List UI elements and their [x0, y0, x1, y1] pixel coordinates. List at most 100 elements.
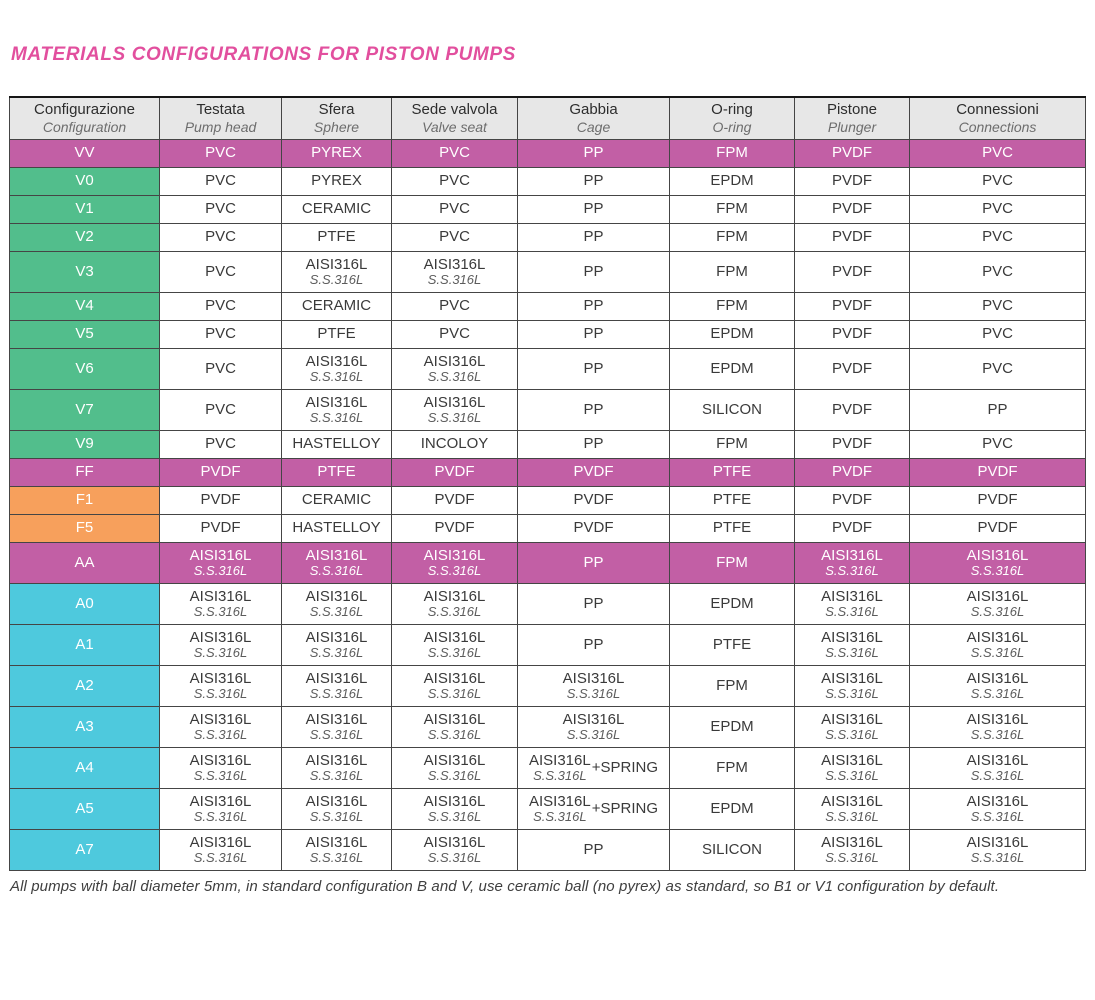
material-cell: PVDF [794, 250, 910, 293]
table-row-v1: V1 PVC CERAMIC PVC PP FPM PVDF PVC [9, 194, 1086, 224]
material-cell: PP [517, 582, 670, 625]
table-header: Configurazione Configuration Testata Pump h… [9, 96, 1086, 140]
material-cell: AISI316L S.S.316L [159, 787, 282, 830]
table-row-ff: FF PVDF PTFE PVDF PVDF PTFE PVDF PVDF [9, 457, 1086, 487]
stainless-steel-label: AISI316L S.S.316L [189, 546, 252, 579]
material-cell: FPM [669, 222, 795, 252]
table-row-a5: A5 AISI316L S.S.316L AISI316L S.S.316L AISI31… [9, 787, 1086, 830]
stainless-steel-label: AISI316L S.S.316L [305, 669, 368, 702]
material-cell: AISI316L S.S.316L [159, 664, 282, 707]
stainless-steel-label: AISI316L S.S.316L [423, 710, 486, 743]
stainless-steel-label: AISI316L S.S.316L +SPRING [529, 792, 658, 825]
material-cell: FPM [669, 664, 795, 707]
material-cell: PP [517, 138, 670, 168]
stainless-steel-label: AISI316L S.S.316L [966, 546, 1029, 579]
config-code-cell-ff: FF [9, 457, 160, 487]
stainless-steel-label: AISI316L S.S.316L [189, 710, 252, 743]
column-header-cage: Gabbia Cage [517, 96, 670, 140]
material-cell: PTFE [669, 485, 795, 515]
config-code-cell-v9: V9 [9, 429, 160, 459]
column-label-it: O-ring [711, 101, 753, 118]
material-cell: PVC [159, 388, 282, 431]
material-cell: PTFE [669, 513, 795, 543]
stainless-steel-label: AISI316L S.S.316L [305, 352, 368, 385]
config-code-cell-a3: A3 [9, 705, 160, 748]
column-label-en: Cage [576, 119, 611, 135]
material-cell: FPM [669, 429, 795, 459]
config-code-cell-vv: VV [9, 138, 160, 168]
stainless-steel-label: AISI316L S.S.316L [305, 792, 368, 825]
material-cell: PVC [909, 194, 1086, 224]
material-cell: PVDF [794, 291, 910, 321]
stainless-steel-label: AISI316L S.S.316L [821, 710, 883, 743]
material-cell: HASTELLOY [281, 429, 392, 459]
material-cell: FPM [669, 250, 795, 293]
material-cell: PTFE [281, 457, 392, 487]
table-row-v3: V3 PVC AISI316L S.S.316L AISI316L S.S.316L PP F… [9, 250, 1086, 293]
material-cell: AISI316L S.S.316L [281, 582, 392, 625]
stainless-steel-label: AISI316L S.S.316L [821, 751, 883, 784]
material-cell: CERAMIC [281, 194, 392, 224]
material-cell: AISI316L S.S.316L [794, 623, 910, 666]
config-code-cell-a1: A1 [9, 623, 160, 666]
column-label-it: Gabbia [569, 101, 618, 118]
material-cell: AISI316L S.S.316L [391, 787, 518, 830]
material-cell: AISI316L S.S.316L [281, 347, 392, 390]
material-cell: PTFE [281, 222, 392, 252]
material-cell: EPDM [669, 166, 795, 196]
material-cell: AISI316L S.S.316L [391, 541, 518, 584]
material-cell: PP [517, 222, 670, 252]
material-cell: PYREX [281, 166, 392, 196]
table-row-v5: V5 PVC PTFE PVC PP EPDM PVDF PVC [9, 319, 1086, 349]
material-cell: PP [517, 347, 670, 390]
material-cell: AISI316L S.S.316L [517, 705, 670, 748]
config-code-cell-a7: A7 [9, 828, 160, 871]
material-cell: AISI316L S.S.316L [281, 541, 392, 584]
material-cell: PVC [909, 291, 1086, 321]
stainless-steel-label: AISI316L S.S.316L [966, 628, 1029, 661]
material-cell: AISI316L S.S.316L [281, 250, 392, 293]
material-cell: PVDF [794, 485, 910, 515]
stainless-steel-label: AISI316L S.S.316L [305, 833, 368, 866]
material-cell: EPDM [669, 319, 795, 349]
material-cell: PP [517, 319, 670, 349]
material-cell: PVC [159, 222, 282, 252]
stainless-steel-label: AISI316L S.S.316L [423, 393, 486, 426]
material-cell: AISI316L S.S.316L [159, 623, 282, 666]
material-cell: PVC [909, 250, 1086, 293]
column-label-it: Connessioni [956, 101, 1039, 118]
column-header-valve-seat: Sede valvola Valve seat [391, 96, 518, 140]
material-cell: PVDF [391, 513, 518, 543]
stainless-steel-label: AISI316L S.S.316L [562, 669, 625, 702]
column-header-plunger: Pistone Plunger [794, 96, 910, 140]
config-code-cell-aa: AA [9, 541, 160, 584]
spring-suffix-label: +SPRING [591, 758, 658, 776]
material-cell: PVC [909, 319, 1086, 349]
material-cell: PVC [391, 291, 518, 321]
material-cell: FPM [669, 291, 795, 321]
stainless-steel-label: AISI316L S.S.316L [423, 833, 486, 866]
material-cell: AISI316L S.S.316L [281, 705, 392, 748]
stainless-steel-label: AISI316L S.S.316L [189, 628, 252, 661]
material-cell: PVC [391, 319, 518, 349]
table-row-v7: V7 PVC AISI316L S.S.316L AISI316L S.S.316L PP S… [9, 388, 1086, 431]
stainless-steel-label: AISI316L S.S.316L [423, 255, 486, 288]
table-row-v9: V9 PVC HASTELLOY INCOLOY PP FPM PVDF PVC [9, 429, 1086, 459]
material-cell: PVDF [391, 457, 518, 487]
stainless-steel-label: AISI316L S.S.316L [305, 710, 368, 743]
table-row-a4: A4 AISI316L S.S.316L AISI316L S.S.316L AISI31… [9, 746, 1086, 789]
material-cell: PP [517, 541, 670, 584]
stainless-steel-label: AISI316L S.S.316L [423, 792, 486, 825]
material-cell: PVDF [794, 457, 910, 487]
table-row-a0: A0 AISI316L S.S.316L AISI316L S.S.316L AISI31… [9, 582, 1086, 625]
table-row-a2: A2 AISI316L S.S.316L AISI316L S.S.316L AISI31… [9, 664, 1086, 707]
material-cell: PVDF [794, 388, 910, 431]
stainless-steel-label: AISI316L S.S.316L [305, 393, 368, 426]
column-header-o-ring: O-ring O-ring [669, 96, 795, 140]
material-cell: PVC [159, 291, 282, 321]
material-cell: AISI316L S.S.316L [909, 582, 1086, 625]
material-cell: PVDF [794, 166, 910, 196]
column-header-sphere: Sfera Sphere [281, 96, 392, 140]
table-row-a3: A3 AISI316L S.S.316L AISI316L S.S.316L AISI31… [9, 705, 1086, 748]
footnote: All pumps with ball diameter 5mm, in sta… [10, 877, 1000, 895]
